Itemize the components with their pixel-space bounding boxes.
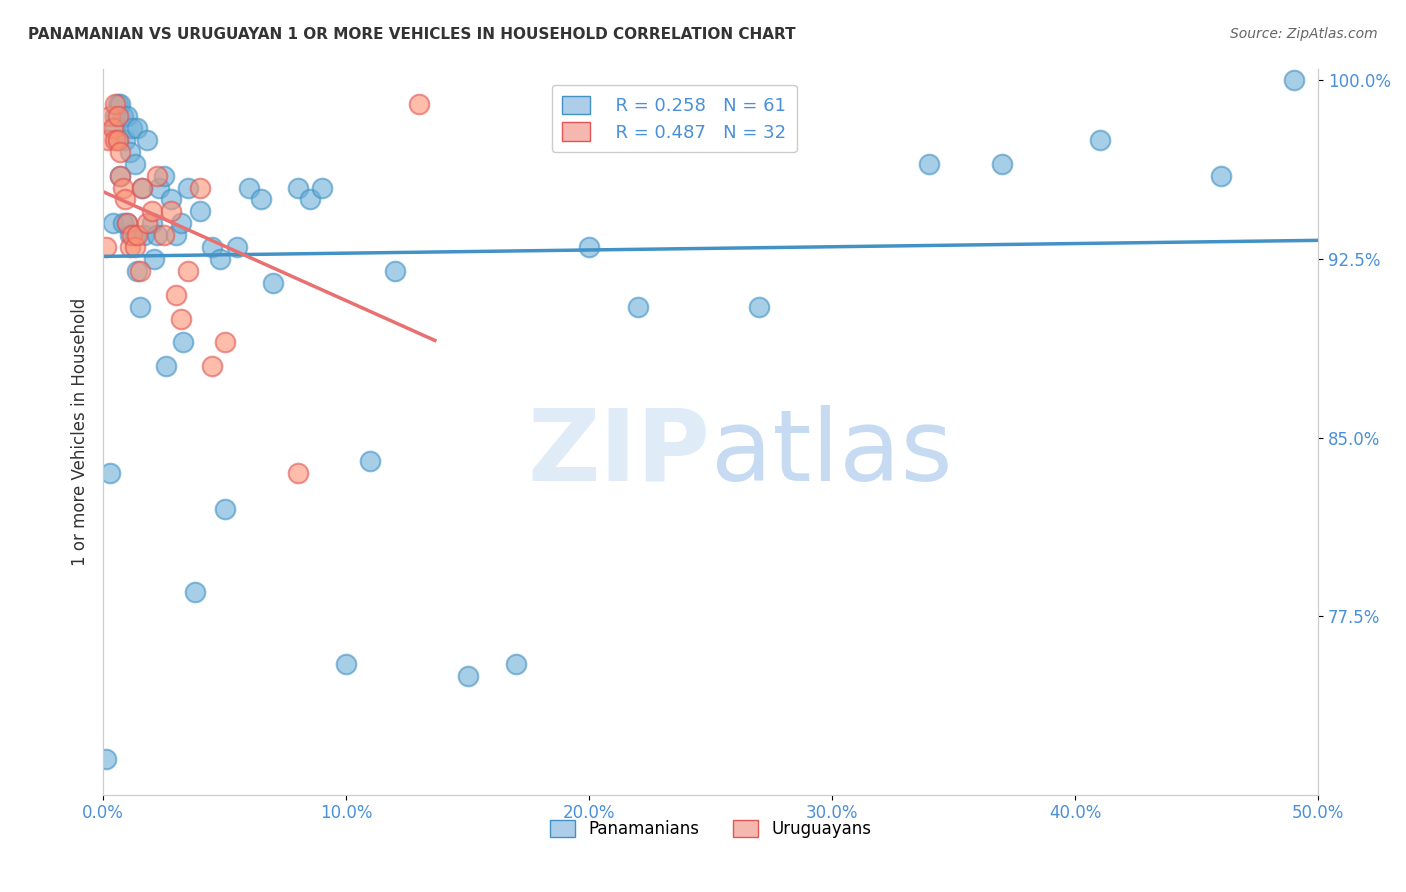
Point [141, 204, 163, 219]
Point [114, 193, 136, 207]
Point [918, 157, 941, 171]
Point [457, 668, 479, 682]
Point [1282, 73, 1305, 87]
Point [118, 145, 141, 159]
Point [184, 585, 207, 599]
Point [188, 204, 211, 219]
Point [124, 157, 146, 171]
Point [208, 252, 231, 266]
Point [107, 97, 129, 112]
Point [214, 335, 236, 350]
Point [97, 133, 120, 147]
Y-axis label: 1 or more Vehicles in Household: 1 or more Vehicles in Household [72, 298, 89, 566]
Point [118, 240, 141, 254]
Point [121, 228, 143, 243]
Point [134, 228, 156, 243]
Point [160, 204, 183, 219]
Point [111, 109, 134, 123]
Point [188, 180, 211, 194]
Point [160, 193, 183, 207]
Point [107, 133, 129, 147]
Point [145, 228, 167, 243]
Point [104, 97, 127, 112]
Point [1088, 133, 1111, 147]
Point [153, 169, 176, 183]
Point [94, 240, 117, 254]
Point [124, 228, 146, 243]
Point [101, 121, 124, 136]
Point [262, 276, 284, 290]
Point [170, 216, 193, 230]
Point [108, 97, 131, 112]
Point [177, 264, 200, 278]
Point [335, 657, 357, 671]
Point [287, 467, 309, 481]
Point [153, 228, 176, 243]
Point [627, 300, 650, 314]
Text: PANAMANIAN VS URUGUAYAN 1 OR MORE VEHICLES IN HOUSEHOLD CORRELATION CHART: PANAMANIAN VS URUGUAYAN 1 OR MORE VEHICL… [28, 27, 796, 42]
Point [238, 180, 260, 194]
Point [201, 240, 224, 254]
Point [111, 180, 134, 194]
Point [311, 180, 333, 194]
Point [104, 109, 127, 123]
Point [100, 467, 122, 481]
Point [225, 240, 247, 254]
Point [117, 109, 139, 123]
Point [141, 216, 163, 230]
Point [384, 264, 406, 278]
Point [101, 216, 124, 230]
Point [117, 216, 139, 230]
Point [165, 228, 187, 243]
Point [250, 193, 273, 207]
Point [128, 264, 150, 278]
Point [131, 180, 153, 194]
Point [114, 133, 136, 147]
Point [127, 264, 149, 278]
Point [131, 180, 153, 194]
Point [165, 287, 187, 301]
Point [135, 216, 157, 230]
Point [748, 300, 770, 314]
Point [578, 240, 600, 254]
Point [107, 133, 129, 147]
Point [287, 180, 309, 194]
Point [111, 216, 134, 230]
Point [214, 502, 236, 516]
Point [108, 169, 131, 183]
Point [128, 300, 150, 314]
Point [117, 216, 139, 230]
Point [145, 169, 167, 183]
Point [155, 359, 177, 373]
Text: ZIP: ZIP [527, 405, 710, 502]
Text: atlas: atlas [710, 405, 952, 502]
Point [177, 180, 200, 194]
Point [201, 359, 224, 373]
Text: Source: ZipAtlas.com: Source: ZipAtlas.com [1230, 27, 1378, 41]
Point [143, 252, 166, 266]
Point [172, 335, 194, 350]
Point [127, 121, 149, 136]
Point [107, 109, 129, 123]
Point [127, 228, 149, 243]
Point [104, 121, 127, 136]
Legend: Panamanians, Uruguayans: Panamanians, Uruguayans [544, 813, 877, 845]
Point [135, 133, 157, 147]
Point [124, 240, 146, 254]
Point [298, 193, 321, 207]
Point [408, 97, 430, 112]
Point [148, 180, 170, 194]
Point [108, 145, 131, 159]
Point [94, 752, 117, 766]
Point [108, 169, 131, 183]
Point [1209, 169, 1232, 183]
Point [100, 109, 122, 123]
Point [121, 121, 143, 136]
Point [170, 311, 193, 326]
Point [359, 454, 381, 468]
Point [104, 133, 127, 147]
Point [118, 228, 141, 243]
Point [991, 157, 1014, 171]
Point [505, 657, 527, 671]
